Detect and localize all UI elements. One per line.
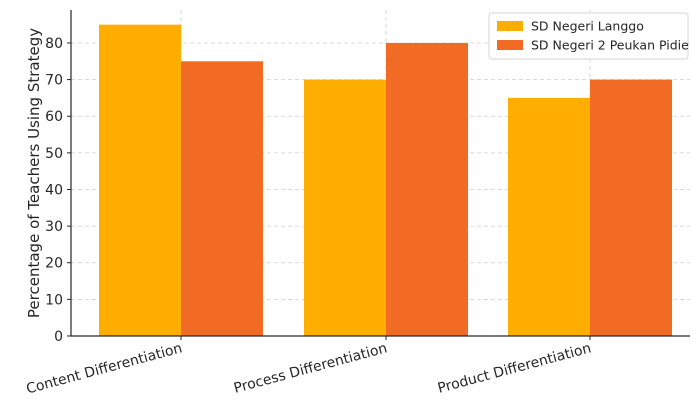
bar (590, 79, 672, 336)
y-tick-label: 60 (45, 109, 63, 125)
bar (386, 42, 468, 336)
x-tick-label: Process Differentiation (232, 340, 389, 396)
legend-box (488, 12, 689, 60)
x-tick-label: Product Differentiation (436, 340, 593, 396)
y-tick-label: 0 (54, 329, 63, 345)
legend: SD Negeri Langgo SD Negeri 2 Peukan Pidie (488, 12, 689, 60)
y-tick-label: 10 (45, 292, 63, 308)
y-tick-label: 80 (45, 36, 63, 52)
bar (99, 24, 181, 337)
bars (99, 24, 672, 337)
bar (508, 97, 590, 336)
bar (304, 79, 386, 336)
y-axis-title: Percentage of Teachers Using Strategy (25, 28, 43, 318)
y-tick-label: 20 (45, 256, 63, 272)
legend-label: SD Negeri Langgo (531, 19, 644, 34)
legend-label: SD Negeri 2 Peukan Pidie (531, 38, 689, 53)
x-tick-label: Content Differentiation (25, 340, 184, 397)
y-tick-label: 40 (45, 182, 63, 198)
bar (181, 61, 263, 337)
y-tick-label: 70 (45, 73, 63, 89)
legend-swatch (497, 21, 523, 31)
axes (67, 10, 690, 340)
y-tick-label: 50 (45, 146, 63, 162)
legend-swatch (497, 40, 523, 50)
y-tick-label: 30 (45, 219, 63, 235)
